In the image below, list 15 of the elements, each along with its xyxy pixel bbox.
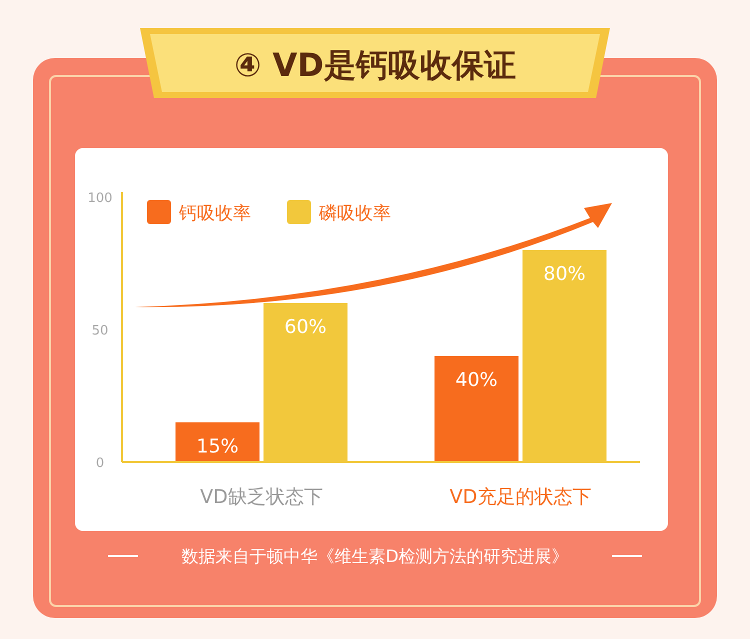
chart-title: ④ VD是钙吸收保证 (234, 46, 516, 84)
y-tick-label: 50 (92, 324, 108, 338)
x-tick-label: VD充足的状态下 (450, 486, 592, 508)
legend-label: 磷吸收率 (318, 203, 391, 224)
text: 数据来自于顿中华《维生素D检测方法的研究进展》 (181, 547, 569, 567)
data-label: 15% (196, 435, 239, 458)
y-tick-label: 100 (88, 191, 112, 206)
legend-label: 钙吸收率 (178, 203, 251, 224)
data-label: 80% (543, 263, 586, 285)
bar (434, 356, 518, 462)
x-tick-label: VD缺乏状态下 (200, 486, 323, 508)
bar (176, 422, 260, 462)
data-label: 60% (284, 316, 327, 338)
y-tick-label: 0 (96, 456, 104, 471)
data-label: 40% (455, 369, 498, 391)
